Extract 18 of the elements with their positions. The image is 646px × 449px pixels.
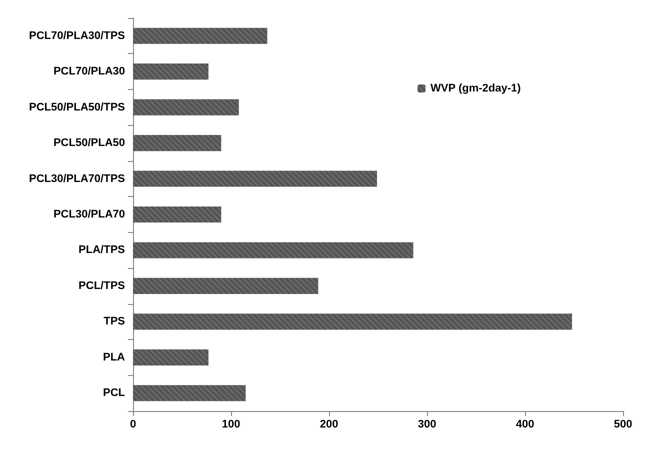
x-tick-label: 300 <box>418 418 436 430</box>
y-tick-label: PCL50/PLA50/TPS <box>29 101 125 114</box>
x-tick-label: 0 <box>130 418 136 430</box>
x-tick-label: 500 <box>614 418 632 430</box>
y-tick-label: PLA/TPS <box>78 244 125 256</box>
x-tick-label: 200 <box>320 418 338 430</box>
x-tick-label: 100 <box>222 418 240 430</box>
x-tick-label: 400 <box>516 418 534 430</box>
y-tick-label: PCL30/PLA70 <box>53 208 125 220</box>
y-tick-label: PLA <box>103 351 126 364</box>
y-tick-label: PCL50/PLA50 <box>53 137 125 150</box>
y-tick-label: PCL70/PLA30 <box>53 66 125 78</box>
y-tick-label: PCL70/PLA30/TPS <box>29 30 125 42</box>
y-tick-label: PCL30/PLA70/TPS <box>29 172 125 185</box>
y-tick-label: PCL <box>103 387 126 400</box>
y-tick-label: TPS <box>104 316 125 328</box>
legend-label: WVP (gm-2day-1) <box>430 82 522 94</box>
y-tick-label: PCL/TPS <box>78 280 125 292</box>
